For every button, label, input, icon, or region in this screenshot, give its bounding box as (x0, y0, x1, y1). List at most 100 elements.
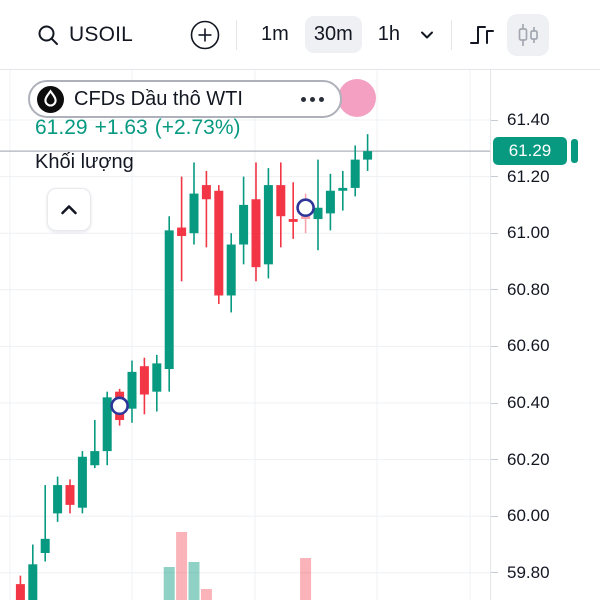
axis-last-price-strip (571, 139, 578, 164)
candle (152, 354, 162, 412)
price-axis[interactable]: 61.29 61.40 61.20 61.00 60.80 60.60 60.40 60.2… (490, 70, 600, 600)
last-price-badge: 61.29 (493, 137, 567, 166)
candle (28, 544, 38, 600)
candle-body (152, 363, 162, 392)
price-change-percent-text: (+2.73%) (154, 116, 241, 139)
candle-body (53, 485, 63, 514)
volume-indicator-label: Khối lượng (35, 151, 134, 173)
axis-label: 60.60 (507, 336, 550, 356)
candle-body (77, 456, 87, 508)
candle-body (214, 190, 224, 296)
axis-label: 60.40 (507, 393, 550, 412)
search-icon (36, 23, 60, 47)
candle-body (65, 485, 75, 505)
candle (177, 176, 187, 282)
candle-body (28, 564, 38, 600)
price-change-text: +1.63 (94, 116, 148, 139)
candle-body (177, 227, 187, 237)
axis-label: 61.20 (507, 166, 550, 186)
axis-tick (491, 289, 498, 291)
toolbar-divider (450, 19, 452, 50)
chevron-down-icon (418, 26, 436, 44)
candle (164, 216, 174, 392)
symbol-name: CFDs Dầu thô WTI (74, 87, 243, 110)
candle (288, 182, 298, 239)
candle (65, 479, 75, 514)
more-options-icon[interactable] (299, 91, 326, 108)
collapse-panel-button[interactable] (47, 188, 91, 231)
candle-body (189, 193, 199, 234)
interval-1h[interactable]: 1h (369, 16, 409, 53)
axis-tick (491, 176, 498, 178)
interval-1m[interactable]: 1m (252, 16, 298, 53)
candlestick-chart[interactable] (0, 70, 490, 600)
order-marker[interactable] (110, 396, 129, 416)
symbol-search-button[interactable]: USOIL (36, 23, 133, 47)
interval-menu-button[interactable] (418, 26, 436, 44)
last-price-text: 61.29 (35, 116, 88, 139)
add-symbol-button[interactable] (189, 19, 221, 51)
candle-body (363, 151, 373, 160)
candle (15, 575, 25, 600)
trade-steps-button[interactable] (467, 20, 497, 50)
candle (201, 170, 211, 248)
axis-label: 61.40 (507, 110, 550, 129)
pink-notification-bubble[interactable] (338, 79, 376, 117)
candle-body (40, 538, 50, 553)
order-marker[interactable] (296, 198, 315, 218)
candle-body (263, 185, 273, 265)
chart-type-button[interactable] (506, 13, 549, 56)
candle (40, 485, 50, 562)
axis-label: 60.80 (507, 279, 550, 299)
volume-bar (188, 562, 200, 600)
axis-label: 59.80 (507, 562, 550, 582)
candle (139, 357, 149, 415)
volume-bar (163, 567, 175, 600)
candle (226, 233, 236, 313)
candle (127, 360, 137, 423)
plus-circle-icon (189, 19, 221, 51)
candle-body (338, 187, 348, 191)
candle-body (15, 584, 25, 600)
axis-tick (491, 572, 498, 574)
chevron-up-icon (58, 199, 80, 221)
candle (338, 170, 348, 211)
candle-body (325, 190, 335, 214)
volume-bar (200, 589, 212, 600)
candlestick-chart-icon (514, 21, 542, 49)
candle (102, 391, 112, 466)
candle (313, 159, 323, 251)
candle (239, 176, 249, 265)
quote-row: 61.29 +1.63 (+2.73%) (35, 116, 241, 140)
axis-label: 60.20 (507, 449, 550, 469)
symbol-ticker: USOIL (69, 22, 134, 46)
candle (77, 451, 87, 514)
candle-body (201, 185, 211, 200)
candle-body (90, 451, 100, 466)
candle-body (239, 204, 249, 245)
candle-body (102, 397, 112, 452)
candle-body (139, 366, 149, 395)
symbol-legend-card[interactable]: CFDs Dầu thô WTI (28, 80, 342, 118)
candle (189, 162, 199, 245)
axis-label: 60.00 (507, 506, 550, 526)
axis-tick (491, 459, 498, 461)
axis-tick (491, 119, 498, 121)
axis-tick (491, 402, 498, 404)
topbar: USOIL 1m 30m 1h (0, 0, 600, 70)
volume-bar (176, 532, 188, 600)
candle (263, 168, 273, 279)
candle-body (164, 230, 174, 370)
interval-group: 1m 30m 1h (252, 16, 436, 53)
candle (276, 162, 286, 248)
candle-body (313, 207, 323, 220)
axis-label: 61.00 (507, 223, 550, 243)
candle-body (350, 159, 360, 188)
candle-body (226, 244, 236, 296)
interval-30m[interactable]: 30m (304, 16, 362, 53)
toolbar-divider (236, 19, 238, 50)
candle-body (251, 199, 261, 268)
candle-body (288, 219, 298, 222)
sliders-icon (467, 20, 497, 50)
axis-tick (491, 345, 498, 347)
